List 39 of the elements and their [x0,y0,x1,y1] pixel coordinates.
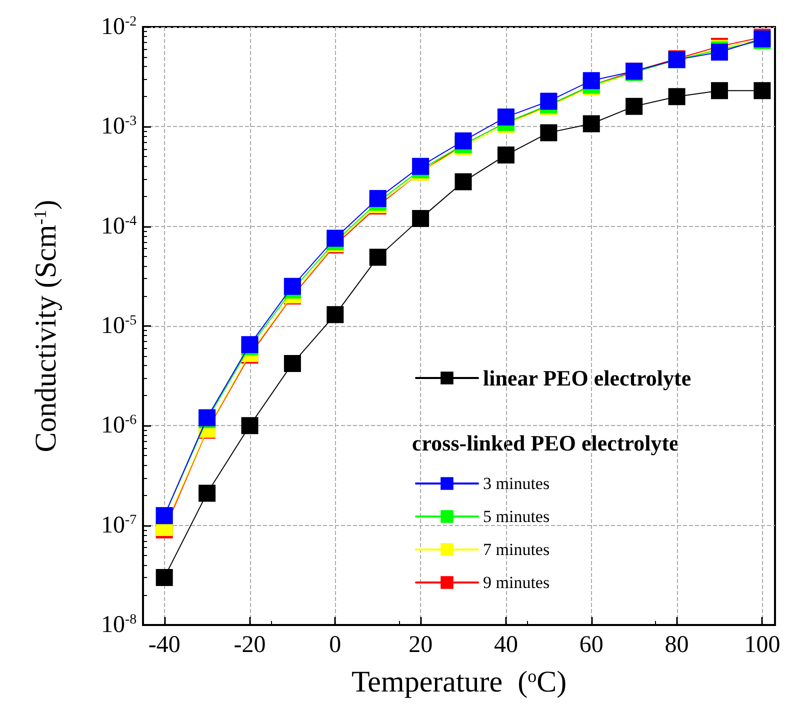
point [710,82,728,100]
x-tick-label: -40 [148,632,180,658]
point [454,173,472,190]
point [412,210,430,227]
point [326,306,344,324]
legend-label: 5 minutes [483,507,550,526]
x-tick-label: 0 [329,632,342,658]
point [540,124,558,142]
point [582,72,600,90]
point [626,98,643,115]
point [369,190,386,208]
point [326,230,344,247]
y-axis-title: Conductivity (Scm-1) [30,200,62,452]
point [412,158,430,175]
point [710,44,728,61]
point [284,355,301,372]
legend-label: 7 minutes [483,540,550,559]
x-tick-label: 20 [408,632,433,658]
x-tick-label: 80 [664,632,689,658]
point [497,146,514,164]
point [454,132,472,150]
x-tick-label: -20 [234,632,266,658]
point [540,92,558,110]
legend-label: linear PEO electrolyte [483,366,692,390]
x-tick-label: 40 [494,632,518,658]
point [156,568,173,586]
legend-label: 3 minutes [483,474,550,493]
point [369,248,386,266]
x-tick-label: 100 [744,632,780,658]
x-tick-label: 60 [579,632,604,658]
point [668,88,686,106]
point [582,115,600,132]
legend-label: 9 minutes [483,573,550,592]
legend-title: cross-linked PEO electrolyte [412,430,680,456]
point [198,484,216,502]
point [497,108,514,126]
point [241,417,258,434]
point [284,278,301,295]
point [754,82,771,100]
